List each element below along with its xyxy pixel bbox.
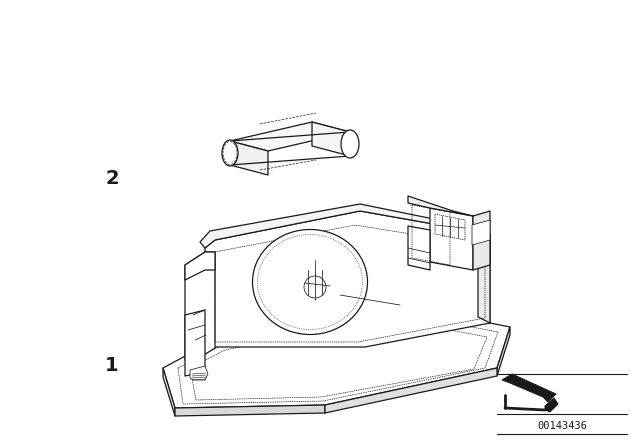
Polygon shape (497, 327, 510, 376)
Polygon shape (175, 405, 325, 416)
Polygon shape (312, 122, 350, 156)
Text: 00143436: 00143436 (537, 421, 587, 431)
Ellipse shape (253, 229, 367, 335)
Polygon shape (472, 220, 490, 245)
Polygon shape (408, 226, 430, 270)
Polygon shape (205, 211, 490, 347)
Ellipse shape (222, 140, 238, 166)
Polygon shape (200, 204, 490, 248)
Polygon shape (190, 366, 208, 380)
Polygon shape (430, 208, 473, 270)
Polygon shape (185, 252, 215, 360)
Polygon shape (163, 303, 510, 408)
Polygon shape (185, 310, 205, 376)
Polygon shape (325, 368, 497, 413)
Text: 1: 1 (105, 356, 119, 375)
Polygon shape (230, 122, 350, 151)
Polygon shape (502, 374, 556, 402)
Polygon shape (408, 196, 473, 216)
Polygon shape (473, 211, 490, 270)
Polygon shape (545, 398, 558, 412)
Polygon shape (230, 141, 268, 175)
Polygon shape (478, 228, 490, 323)
Polygon shape (185, 252, 215, 280)
Polygon shape (163, 368, 175, 416)
Text: 2: 2 (105, 168, 119, 188)
Ellipse shape (341, 130, 359, 158)
